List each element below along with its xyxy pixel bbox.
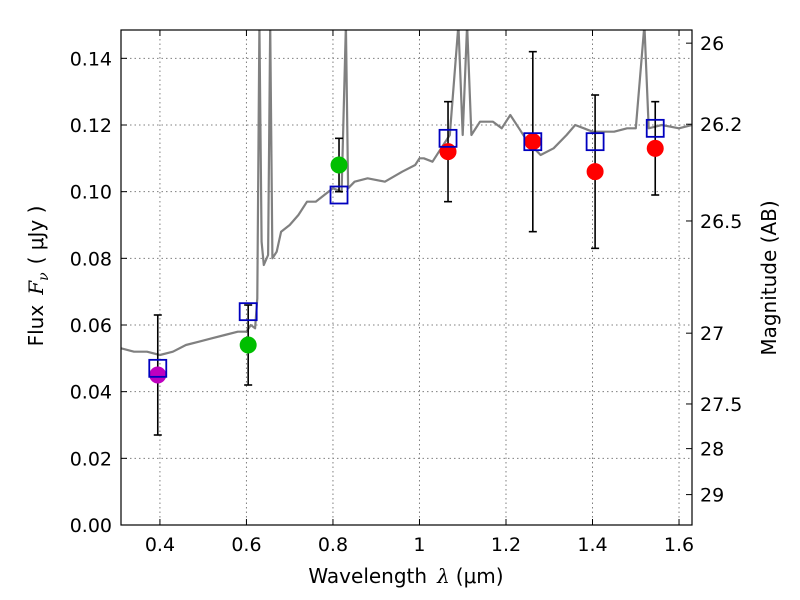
y-tick-label: 0.08 <box>70 248 112 270</box>
x-tick-label: 1.2 <box>491 534 521 556</box>
y-tick-label: 0.04 <box>70 382 112 404</box>
model-point <box>523 132 543 152</box>
mag-tick-label: 26 <box>700 33 724 55</box>
y-tick-label: 0.02 <box>70 448 112 470</box>
mag-tick-label: 26.5 <box>700 211 742 233</box>
y-tick-label: 0.14 <box>70 48 112 70</box>
model-point <box>438 128 458 148</box>
y-tick-label: 0.12 <box>70 115 112 137</box>
data-point <box>330 156 348 174</box>
model-point <box>148 358 168 378</box>
model-point <box>645 118 665 138</box>
y-tick-label: 0.10 <box>70 182 112 204</box>
ticks <box>121 30 692 526</box>
tick-labels: 0.4 0.6 0.8 1 1.2 1.4 1.6 0.00 0.02 0.04 0.06 0.08 0… <box>70 33 743 556</box>
x-tick-label: 1.4 <box>577 534 607 556</box>
data-point <box>646 139 664 157</box>
error-bar-layer <box>153 50 660 436</box>
data-point <box>524 133 542 151</box>
x-tick-label: 1.6 <box>664 534 694 556</box>
data-point <box>586 163 604 181</box>
y2-axis-title: Magnitude (AB) <box>757 200 781 355</box>
y-tick-label: 0.06 <box>70 315 112 337</box>
mag-tick-label: 29 <box>700 485 724 507</box>
x-axis-title: Wavelength λ (μm) <box>308 564 503 588</box>
x-tick-label: 0.6 <box>231 534 261 556</box>
model-point <box>585 132 605 152</box>
mag-tick-label: 27 <box>700 323 724 345</box>
mag-tick-label: 28 <box>700 439 724 461</box>
data-point <box>149 366 167 384</box>
data-point <box>239 336 257 354</box>
x-tick-label: 1 <box>413 534 425 556</box>
grid <box>121 30 692 526</box>
mag-tick-label: 26.2 <box>700 114 742 136</box>
model-point <box>238 302 258 322</box>
x-tick-label: 0.4 <box>145 534 175 556</box>
marker-layer <box>148 118 665 384</box>
model-spectrum-line <box>121 30 692 357</box>
model-point <box>329 185 349 205</box>
mag-tick-label: 27.5 <box>700 394 742 416</box>
plot-frame <box>120 29 693 526</box>
model-spectrum-layer <box>121 30 692 357</box>
x-tick-label: 0.8 <box>318 534 348 556</box>
y-axis-title: FluxFν( μJy ) <box>24 206 52 347</box>
y-tick-label: 0.00 <box>70 515 112 537</box>
